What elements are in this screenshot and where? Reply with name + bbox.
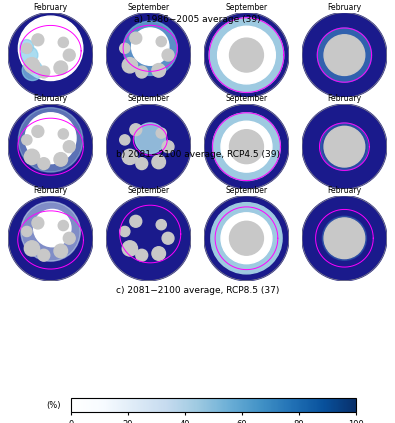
Circle shape [324, 218, 365, 258]
Circle shape [229, 130, 263, 164]
Circle shape [321, 123, 368, 170]
Circle shape [136, 66, 148, 78]
Circle shape [152, 155, 166, 169]
Circle shape [120, 135, 130, 145]
Circle shape [132, 28, 169, 65]
Circle shape [63, 232, 75, 244]
Circle shape [324, 126, 365, 167]
Circle shape [54, 61, 68, 74]
Circle shape [21, 202, 80, 261]
Circle shape [221, 213, 272, 264]
Text: c) 2081−2100 average, RCP8.5 (37): c) 2081−2100 average, RCP8.5 (37) [116, 286, 279, 294]
Circle shape [162, 232, 174, 244]
Circle shape [58, 37, 68, 47]
Circle shape [122, 241, 137, 256]
Circle shape [38, 158, 50, 170]
Circle shape [32, 126, 44, 137]
Circle shape [213, 113, 280, 181]
Circle shape [130, 215, 142, 227]
Title: February: February [34, 3, 68, 12]
Circle shape [156, 36, 166, 47]
Title: September: September [128, 94, 169, 104]
Circle shape [34, 209, 71, 247]
Circle shape [54, 153, 68, 166]
Circle shape [22, 226, 32, 236]
Circle shape [20, 40, 34, 53]
Circle shape [204, 104, 289, 189]
Title: February: February [327, 94, 361, 104]
Circle shape [106, 196, 191, 280]
Circle shape [18, 16, 83, 80]
Circle shape [8, 104, 93, 189]
Circle shape [229, 221, 263, 255]
Circle shape [302, 13, 387, 97]
Title: September: September [128, 3, 169, 12]
Circle shape [8, 13, 93, 97]
Title: February: February [327, 3, 361, 12]
Circle shape [152, 63, 166, 77]
Circle shape [120, 43, 130, 53]
Circle shape [156, 220, 166, 230]
Circle shape [106, 13, 191, 97]
Circle shape [58, 129, 68, 139]
Circle shape [106, 104, 191, 189]
Circle shape [54, 244, 68, 258]
Circle shape [211, 203, 282, 274]
Circle shape [135, 123, 166, 154]
Circle shape [130, 32, 142, 44]
Circle shape [24, 149, 40, 165]
Text: (%): (%) [47, 401, 61, 410]
Circle shape [21, 47, 38, 63]
Circle shape [63, 49, 75, 61]
Circle shape [302, 196, 387, 280]
Circle shape [209, 18, 284, 92]
Circle shape [22, 60, 43, 80]
Circle shape [156, 128, 166, 138]
Circle shape [162, 141, 174, 153]
Circle shape [123, 21, 177, 75]
Circle shape [218, 26, 275, 84]
Circle shape [18, 108, 83, 172]
Title: February: February [34, 186, 68, 195]
Text: a) 1986−2005 average (39): a) 1986−2005 average (39) [134, 15, 261, 24]
Title: September: September [128, 186, 169, 195]
Title: September: September [226, 94, 267, 104]
Circle shape [58, 220, 68, 231]
Circle shape [120, 226, 130, 236]
Circle shape [22, 43, 32, 53]
Title: February: February [34, 94, 68, 104]
Circle shape [302, 104, 387, 189]
Circle shape [136, 249, 148, 261]
Circle shape [322, 216, 367, 260]
Circle shape [8, 196, 93, 280]
Circle shape [229, 38, 263, 72]
Circle shape [24, 58, 40, 73]
Text: b) 2081−2100 average, RCP4.5 (39): b) 2081−2100 average, RCP4.5 (39) [115, 150, 280, 159]
Circle shape [152, 247, 166, 260]
Circle shape [162, 49, 174, 61]
Circle shape [63, 141, 75, 153]
Circle shape [122, 58, 137, 73]
Circle shape [204, 13, 289, 97]
Circle shape [221, 121, 272, 172]
Circle shape [130, 124, 142, 136]
Circle shape [136, 158, 148, 170]
Circle shape [22, 135, 32, 145]
Title: February: February [327, 186, 361, 195]
Circle shape [122, 149, 137, 165]
Circle shape [317, 28, 372, 82]
Circle shape [204, 196, 289, 280]
Circle shape [38, 249, 50, 261]
Circle shape [38, 66, 50, 78]
Circle shape [32, 217, 44, 229]
Circle shape [24, 241, 40, 256]
Circle shape [32, 34, 44, 46]
Title: September: September [226, 3, 267, 12]
Title: September: September [226, 186, 267, 195]
Circle shape [324, 35, 365, 75]
Circle shape [25, 113, 76, 164]
